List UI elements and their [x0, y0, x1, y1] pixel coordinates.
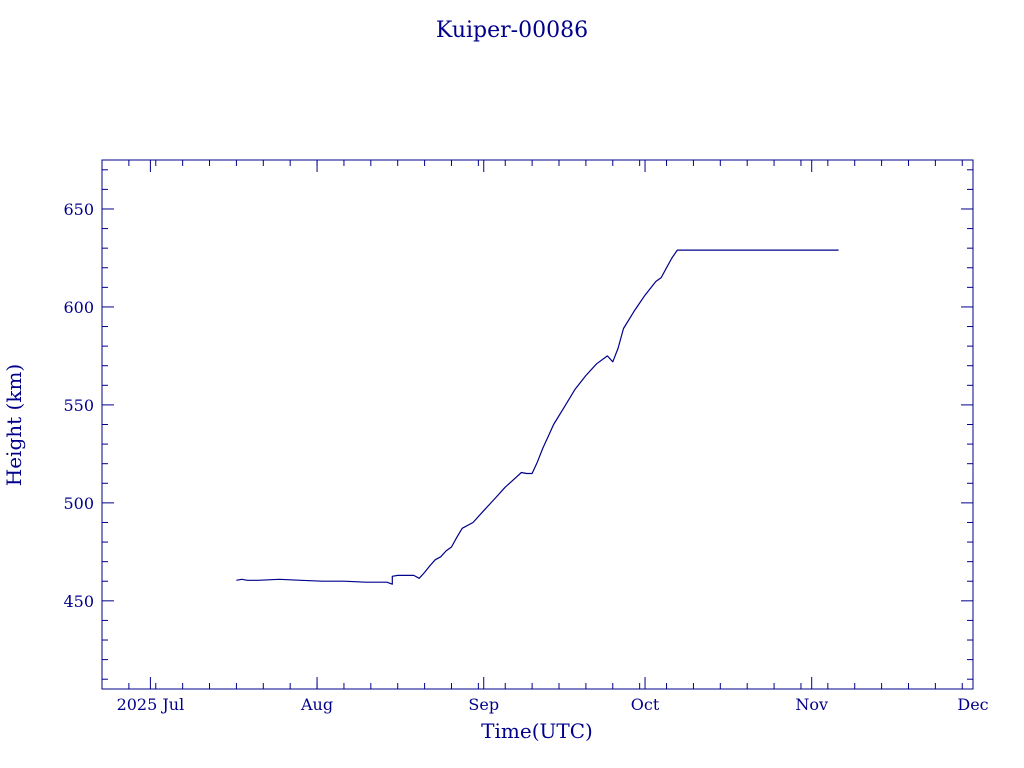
x-tick-label: 2025 Jul [117, 695, 185, 714]
y-tick-label: 500 [63, 494, 94, 513]
x-tick-label: Sep [468, 695, 499, 714]
y-tick-label: 450 [63, 592, 94, 611]
x-axis-label: Time(UTC) [481, 719, 593, 743]
y-axis: 450 500 550 600 650 [63, 169, 973, 680]
x-tick-label: Aug [300, 695, 333, 714]
y-tick-label: 650 [63, 200, 94, 219]
x-tick-label: Oct [631, 695, 660, 714]
series-line-0 [236, 249, 839, 585]
x-tick-label: Dec [957, 695, 988, 714]
chart-title: Kuiper-00086 [436, 18, 588, 43]
x-tick-label: Nov [795, 695, 828, 714]
series-layer [236, 249, 839, 585]
y-tick-label: 600 [63, 298, 94, 317]
plot-frame [101, 159, 974, 690]
x-axis: 2025 Jul Aug Sep Oct Nov Dec [101, 160, 989, 714]
y-axis-label: Height (km) [2, 364, 26, 486]
y-tick-label: 550 [63, 396, 94, 415]
